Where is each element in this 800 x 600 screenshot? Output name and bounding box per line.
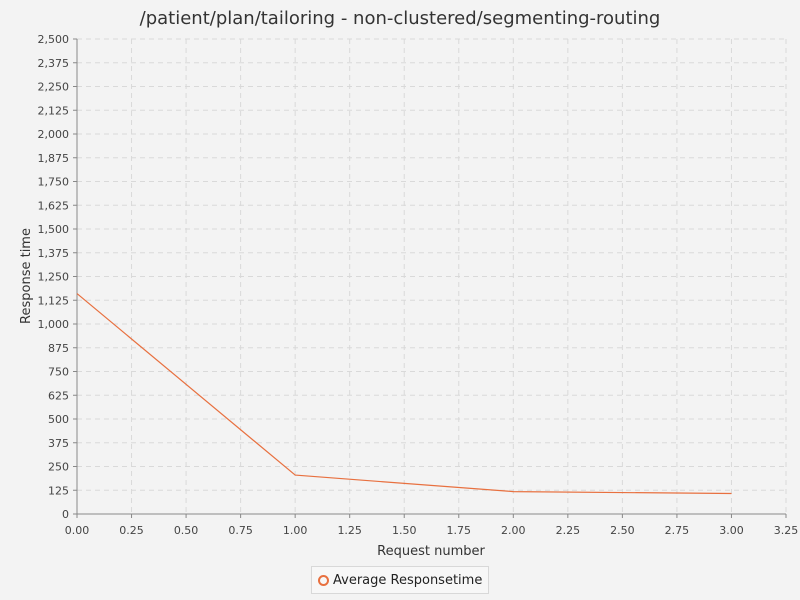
y-tick-label: 1,125 [38, 294, 70, 307]
x-tick-label: 1.25 [337, 524, 362, 537]
y-tick-label: 750 [48, 366, 69, 379]
legend-marker-icon [318, 574, 329, 586]
legend-label: Average Responsetime [333, 572, 483, 588]
series-layer [76, 293, 732, 495]
y-tick-label: 1,875 [38, 152, 70, 165]
y-tick-label: 250 [48, 461, 69, 474]
y-tick-label: 875 [48, 342, 69, 355]
x-tick-label: 2.00 [501, 524, 526, 537]
y-tick-label: 2,375 [38, 57, 70, 70]
y-tick-label: 1,625 [38, 199, 70, 212]
x-tick-label: 2.50 [610, 524, 635, 537]
x-tick-label: 1.75 [447, 524, 472, 537]
y-tick-label: 1,000 [38, 318, 70, 331]
x-tick-label: 3.25 [774, 524, 799, 537]
x-tick-label: 0.50 [174, 524, 199, 537]
chart-title: /patient/plan/tailoring - non-clustered/… [140, 8, 661, 29]
x-axis-label: Request number [377, 544, 485, 559]
y-tick-label: 625 [48, 389, 69, 402]
series-line [76, 293, 732, 495]
x-tick-label: 1.00 [283, 524, 308, 537]
y-tick-label: 500 [48, 413, 69, 426]
y-tick-label: 2,250 [38, 81, 70, 94]
x-tick-label: 1.50 [392, 524, 417, 537]
y-tick-label: 1,250 [38, 271, 70, 284]
y-tick-label: 0 [62, 508, 69, 521]
y-tick-label: 1,500 [38, 223, 70, 236]
x-tick-label: 0.25 [119, 524, 144, 537]
y-tick-label: 2,500 [38, 33, 70, 46]
y-tick-label: 375 [48, 437, 69, 450]
y-tick-label: 125 [48, 484, 69, 497]
y-tick-label: 2,125 [38, 104, 70, 117]
x-tick-label: 2.25 [556, 524, 581, 537]
x-tick-label: 2.75 [665, 524, 690, 537]
y-tick-label: 1,375 [38, 247, 70, 260]
x-tick-label: 0.00 [65, 524, 90, 537]
axes: 0 125 250 375 500 625 750 875 1,000 1,125 1,250 1,3… [38, 33, 799, 537]
legend: Average Responsetime [311, 566, 490, 594]
x-tick-label: 0.75 [228, 524, 253, 537]
y-tick-label: 2,000 [38, 128, 70, 141]
y-axis-label: Response time [19, 228, 34, 324]
y-tick-label: 1,750 [38, 176, 70, 189]
grid [76, 38, 787, 515]
x-tick-label: 3.00 [719, 524, 744, 537]
